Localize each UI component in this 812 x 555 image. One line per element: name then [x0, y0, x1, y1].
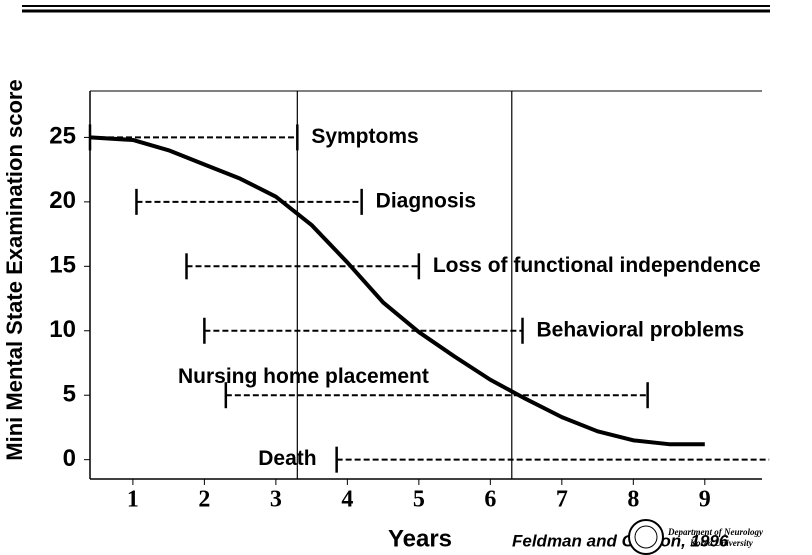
x-tick-label: 9	[699, 487, 711, 513]
y-tick-label: 25	[49, 123, 76, 150]
interval-label: Symptoms	[311, 125, 418, 148]
x-tick-label: 4	[341, 487, 353, 513]
x-tick-label: 3	[270, 487, 282, 513]
interval-label: Diagnosis	[376, 189, 476, 212]
y-tick-label: 0	[63, 445, 76, 472]
x-tick-label: 1	[127, 487, 139, 513]
interval-label: Death	[258, 447, 316, 470]
curve	[89, 135, 705, 447]
logo	[628, 519, 664, 555]
x-tick-label: 5	[413, 487, 425, 513]
x-tick-label: 7	[556, 487, 568, 513]
y-tick-label: 20	[49, 187, 76, 214]
logo	[634, 525, 658, 549]
interval-label: Nursing home placement	[178, 365, 429, 388]
logo-text: Korea University	[689, 538, 754, 548]
logo-text: Department of Neurology	[667, 527, 764, 537]
source: Feldman and Gracon, 1996	[512, 531, 729, 550]
x-tick-label: 2	[198, 487, 210, 513]
y-tick-label: 15	[49, 252, 76, 279]
x-tick-label: 6	[484, 487, 496, 513]
interval-label: Loss of functional independence	[433, 254, 761, 277]
y-axis-label: Mini Mental State Examination score	[2, 79, 27, 460]
y-tick-label: 10	[49, 316, 76, 343]
x-axis-label: Years	[388, 525, 452, 552]
interval-label: Behavioral problems	[537, 318, 745, 341]
x-tick-label: 8	[627, 487, 639, 513]
y-tick-label: 5	[63, 381, 76, 408]
